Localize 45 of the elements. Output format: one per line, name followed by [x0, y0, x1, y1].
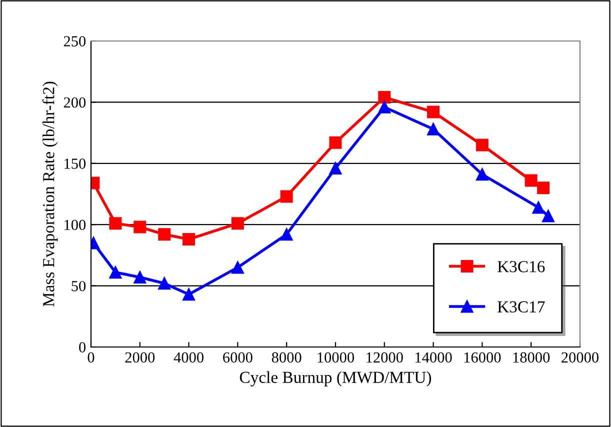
x-tick-label: 8000: [272, 352, 302, 363]
point: [231, 261, 244, 274]
point: [280, 190, 293, 203]
point: [378, 100, 391, 114]
point: [109, 217, 122, 230]
x-tick-label: 2000: [125, 352, 155, 363]
y-tick-label: 200: [64, 97, 86, 108]
point: [378, 91, 391, 104]
point: [532, 201, 545, 214]
y-tick-label: 150: [64, 158, 86, 169]
point: [524, 174, 538, 187]
x-tick-label: 10000: [318, 352, 354, 363]
x-tick-label: 6000: [223, 352, 252, 363]
y-axis-title: Mass Evaporation Rate (lb/hr-ft2): [42, 82, 58, 307]
point: [182, 288, 196, 301]
x-tick-label: 18000: [513, 352, 550, 363]
y-tick-label: 0: [79, 342, 86, 352]
point: [280, 228, 293, 241]
y-tick-label: 250: [64, 36, 86, 46]
point: [158, 228, 171, 241]
x-tick-label: 20000: [562, 352, 599, 363]
point: [134, 220, 146, 234]
x-tick-label: 16000: [464, 352, 501, 363]
point: [231, 217, 244, 230]
x-axis-title: Cycle Burnup (MWD/MTU): [240, 371, 432, 386]
point: [158, 277, 171, 290]
point: [476, 168, 488, 181]
y-tick-label: 50: [72, 280, 86, 292]
legend-label: K3C16: [498, 261, 545, 272]
legend-label: K3C17: [498, 301, 545, 312]
x-tick-label: 14000: [416, 352, 452, 363]
x-tick-label: 4000: [174, 352, 204, 363]
point: [134, 270, 146, 284]
point: [427, 106, 440, 118]
x-tick-label: 12000: [366, 352, 403, 363]
point: [542, 210, 554, 222]
point: [537, 182, 550, 194]
x-tick-label: 0: [88, 352, 94, 363]
y-tick-label: 100: [64, 220, 86, 230]
point: [476, 138, 488, 152]
point: [329, 136, 342, 149]
point: [182, 233, 196, 246]
point: [427, 122, 440, 136]
point: [329, 162, 342, 175]
point: [109, 266, 122, 279]
